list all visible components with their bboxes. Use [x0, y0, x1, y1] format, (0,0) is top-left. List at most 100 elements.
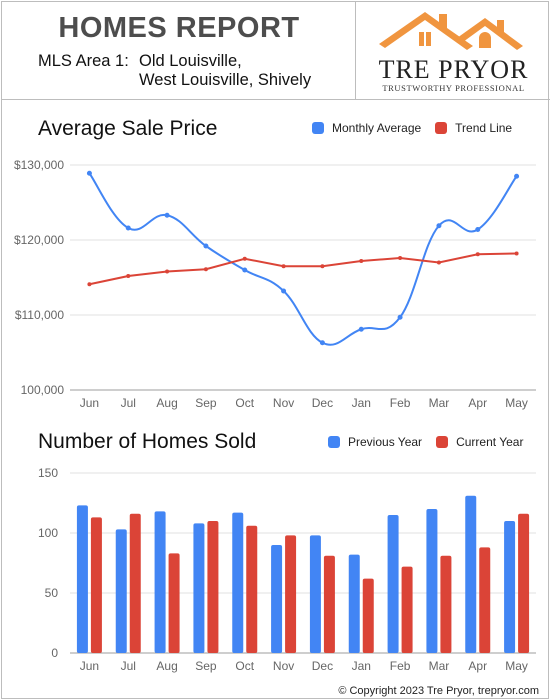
x-tick-label: Jan — [352, 659, 371, 673]
price-line-chart: 100,000 $110,000 $120,000 $130,000 Jun Jul Aug… — [14, 158, 536, 410]
bar-previous-year — [387, 515, 399, 653]
house-roof-icon-part — [379, 12, 473, 50]
bar-previous-year — [348, 554, 360, 653]
x-tick-label: Mar — [429, 659, 450, 673]
brand-logo: TRE PRYOR TRUSTWORTHY PROFESSIONAL — [357, 2, 550, 100]
y-tick-label: 0 — [51, 646, 58, 660]
x-tick-label: Dec — [312, 659, 333, 673]
bar-current-year — [518, 513, 530, 653]
x-tick-label: Feb — [390, 659, 411, 673]
y-tick-label: 150 — [38, 466, 58, 480]
data-point-monthly-average — [125, 225, 131, 231]
legend-swatch-monthly-average — [312, 122, 324, 134]
bar-current-year — [246, 525, 258, 653]
brand-name: TRE PRYOR — [378, 55, 529, 84]
bar-current-year — [401, 566, 413, 653]
data-point-monthly-average — [475, 227, 481, 232]
x-tick-label: Oct — [235, 659, 254, 673]
x-tick-label: Dec — [312, 396, 333, 410]
x-tick-label: Jun — [80, 659, 99, 673]
x-tick-label: Apr — [468, 396, 487, 410]
bar-current-year — [207, 521, 219, 653]
bar-current-year — [285, 535, 297, 653]
bar-current-year — [440, 555, 452, 653]
sold-chart-title: Number of Homes Sold — [38, 430, 257, 453]
bar-current-year — [129, 513, 141, 653]
data-point-monthly-average — [358, 326, 364, 332]
x-tick-label: Apr — [468, 659, 487, 673]
copyright-footer: © Copyright 2023 Tre Pryor, trepryor.com — [338, 685, 539, 697]
data-point-trend-line — [281, 264, 286, 269]
bar-previous-year — [426, 509, 438, 653]
bar-current-year — [479, 547, 491, 653]
house-roof-icon-part — [497, 20, 504, 33]
data-point-trend-line — [165, 269, 170, 274]
report-header-info: HOMES REPORT MLS Area 1: Old Louisville,… — [2, 2, 356, 100]
bar-current-year — [90, 517, 102, 653]
x-tick-label: Aug — [156, 396, 177, 410]
x-tick-label: Jul — [121, 659, 136, 673]
x-tick-label: Sep — [195, 659, 217, 673]
report-header: HOMES REPORT MLS Area 1: Old Louisville,… — [2, 2, 550, 100]
data-point-monthly-average — [164, 212, 170, 218]
data-point-monthly-average — [86, 170, 92, 176]
data-point-trend-line — [475, 252, 480, 257]
data-point-monthly-average — [514, 173, 520, 179]
legend-label-current-year: Current Year — [456, 435, 524, 449]
legend-label-previous-year: Previous Year — [348, 435, 423, 449]
bar-previous-year — [193, 523, 205, 653]
legend-label-monthly-average: Monthly Average — [332, 121, 422, 135]
legend-item-previous-year: Previous Year — [328, 435, 422, 449]
data-point-monthly-average — [242, 267, 248, 273]
series-line-monthly-average — [88, 172, 518, 346]
data-point-monthly-average — [281, 288, 287, 294]
y-tick-label: 100 — [38, 526, 58, 540]
y-tick-label: $130,000 — [14, 158, 64, 172]
data-point-trend-line — [242, 256, 247, 261]
x-tick-label: Aug — [156, 659, 177, 673]
data-point-trend-line — [359, 259, 364, 263]
data-point-trend-line — [398, 256, 403, 260]
legend-item-monthly-average: Monthly Average — [312, 121, 421, 135]
data-point-trend-line — [514, 251, 519, 256]
house-roof-icon — [379, 12, 523, 50]
bar-previous-year — [465, 495, 477, 653]
x-tick-label: Jan — [352, 396, 371, 410]
house-roof-icon-part — [457, 18, 523, 50]
bar-current-year — [323, 555, 335, 653]
y-tick-label: $110,000 — [15, 308, 64, 322]
y-tick-label: 100,000 — [21, 383, 65, 397]
sold-chart-legend: Previous Year Current Year — [314, 435, 523, 449]
house-roof-icon-part — [426, 32, 431, 46]
x-tick-label: Mar — [429, 396, 450, 410]
data-point-trend-line — [320, 264, 325, 269]
x-tick-label: Jun — [80, 396, 99, 410]
homes-sold-bar-chart: 0 50 100 150 Jun Jul Aug Sep Oct Nov Dec Jan Feb Mar A… — [38, 466, 536, 673]
data-point-monthly-average — [203, 243, 209, 249]
bar-previous-year — [232, 512, 244, 653]
series-line-trend-line — [89, 252, 517, 286]
bar-previous-year — [115, 529, 127, 653]
bar-previous-year — [271, 545, 283, 653]
house-roof-icon-part — [419, 32, 424, 46]
x-tick-label: May — [505, 396, 528, 410]
x-tick-label: Oct — [235, 396, 254, 410]
bar-previous-year — [154, 511, 166, 653]
price-chart-title: Average Sale Price — [38, 117, 218, 140]
x-tick-label: Jul — [121, 396, 136, 410]
y-tick-label: 50 — [45, 586, 59, 600]
x-tick-label: Sep — [195, 396, 217, 410]
bar-current-year — [168, 553, 180, 653]
data-point-monthly-average — [397, 314, 403, 320]
bar-current-year — [362, 578, 374, 653]
area-name-line-2: West Louisville, Shively — [139, 71, 312, 89]
area-name-line-1: Old Louisville, — [139, 52, 242, 70]
data-point-trend-line — [87, 282, 92, 287]
brand-tagline: TRUSTWORTHY PROFESSIONAL — [382, 83, 525, 93]
data-point-monthly-average — [436, 223, 442, 229]
data-point-trend-line — [436, 260, 441, 265]
x-tick-label: Nov — [273, 659, 294, 673]
x-tick-label: May — [505, 659, 528, 673]
house-roof-icon-part — [479, 32, 491, 48]
